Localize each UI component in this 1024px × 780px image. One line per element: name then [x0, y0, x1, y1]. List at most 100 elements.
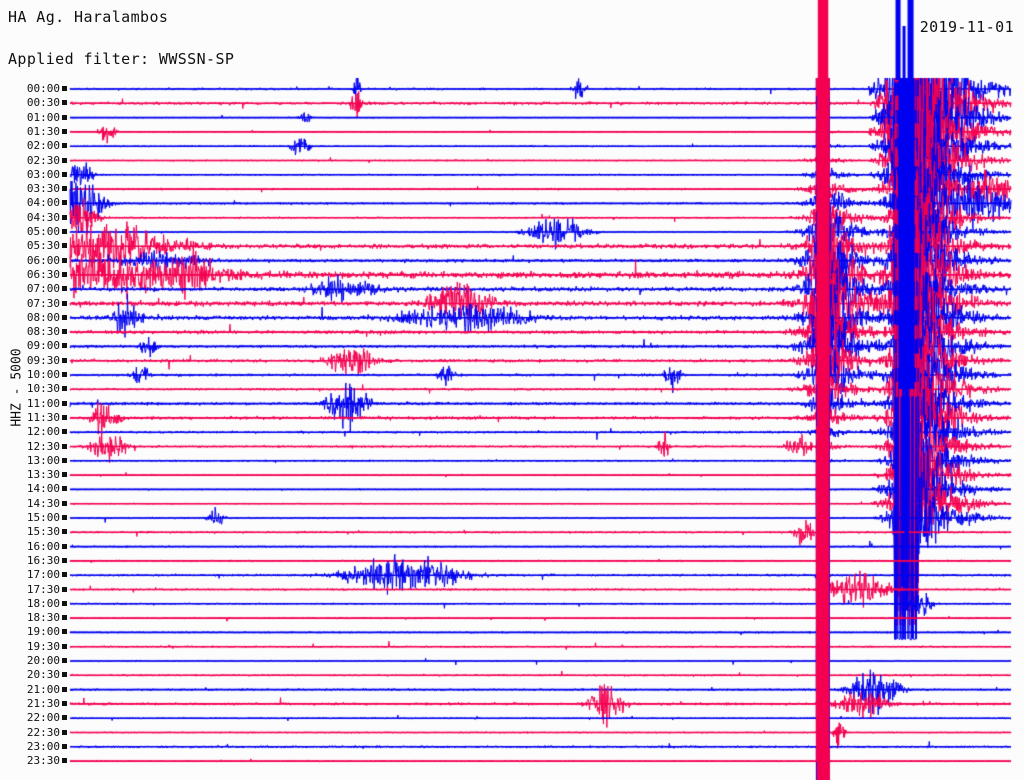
axis-tick: [62, 515, 67, 520]
axis-tick: [62, 114, 67, 120]
axis-tick: [62, 457, 67, 463]
axis-tick: [62, 758, 67, 764]
axis-tick: [62, 500, 67, 506]
time-label: 00:30: [26, 96, 60, 110]
time-label: 14:30: [26, 496, 60, 510]
time-label: 07:00: [26, 282, 60, 296]
time-label: 01:00: [26, 110, 60, 124]
time-label: 23:30: [26, 754, 60, 768]
time-label: 15:30: [26, 525, 60, 539]
time-label: 12:00: [26, 425, 60, 439]
axis-tick: [62, 414, 67, 420]
time-label: 00:00: [26, 82, 60, 95]
time-label: 16:30: [26, 553, 60, 567]
axis-tick: [62, 386, 67, 392]
filter-label: Applied filter: WWSSN-SP: [8, 50, 235, 68]
time-label: 10:30: [26, 382, 60, 396]
time-label: 18:30: [26, 611, 60, 625]
time-label: 21:00: [26, 682, 60, 696]
axis-tick: [62, 300, 67, 306]
axis-tick: [62, 200, 67, 206]
axis-tick: [62, 86, 67, 91]
time-label: 14:00: [26, 482, 60, 496]
time-label: 07:30: [26, 296, 60, 310]
page-title: HA Ag. Haralambos: [8, 8, 169, 26]
axis-tick: [62, 615, 67, 621]
time-label: 21:30: [26, 696, 60, 710]
time-label: 06:30: [26, 267, 60, 281]
axis-tick: [62, 271, 67, 277]
time-label: 11:30: [26, 410, 60, 424]
axis-tick: [62, 658, 67, 663]
axis-tick: [62, 171, 67, 177]
axis-tick: [62, 157, 67, 163]
time-label: 17:30: [26, 582, 60, 596]
time-label: 22:30: [26, 725, 60, 739]
axis-tick: [62, 600, 67, 606]
axis-tick: [62, 100, 67, 106]
axis-tick: [62, 400, 67, 406]
axis-tick: [62, 700, 67, 706]
time-label: 18:00: [26, 596, 60, 610]
axis-tick: [62, 329, 67, 335]
time-label: 04:30: [26, 210, 60, 224]
time-label: 12:30: [26, 439, 60, 453]
axis-tick: [62, 257, 67, 263]
time-label: 20:30: [26, 668, 60, 682]
time-label: 01:30: [26, 124, 60, 138]
time-label: 17:00: [26, 568, 60, 582]
time-label: 04:00: [26, 196, 60, 210]
time-label: 09:00: [26, 339, 60, 353]
axis-tick: [62, 443, 67, 449]
axis-tick: [62, 543, 67, 549]
axis-tick: [62, 529, 67, 535]
axis-tick: [62, 743, 67, 749]
axis-tick: [62, 629, 67, 635]
axis-tick: [62, 572, 67, 578]
time-label: 09:30: [26, 353, 60, 367]
time-label: 03:00: [26, 167, 60, 181]
axis-tick: [62, 686, 67, 692]
time-label: 05:00: [26, 225, 60, 238]
time-label: 08:00: [26, 310, 60, 324]
axis-tick: [62, 314, 67, 320]
time-label: 02:30: [26, 153, 60, 167]
axis-tick: [62, 286, 67, 292]
axis-tick: [62, 229, 67, 234]
axis-tick: [62, 672, 67, 678]
axis-tick: [62, 343, 67, 349]
axis-tick: [62, 557, 67, 563]
time-label: 13:30: [26, 468, 60, 482]
time-label: 13:00: [26, 453, 60, 467]
axis-tick: [62, 372, 67, 377]
axis-tick: [62, 357, 67, 363]
time-label: 11:00: [26, 396, 60, 410]
axis-tick: [62, 643, 67, 649]
time-label: 23:00: [26, 739, 60, 753]
time-label: 15:00: [26, 511, 60, 524]
time-label: 16:00: [26, 539, 60, 553]
axis-tick: [62, 186, 67, 192]
time-label: 20:00: [26, 654, 60, 667]
time-label: 22:00: [26, 711, 60, 725]
time-label: 08:30: [26, 325, 60, 339]
axis-tick: [62, 214, 67, 220]
axis-tick: [62, 715, 67, 721]
time-label: 02:00: [26, 139, 60, 153]
time-label: 06:00: [26, 253, 60, 267]
axis-tick: [62, 243, 67, 249]
axis-tick: [62, 128, 67, 134]
date-label: 2019-11-01: [919, 18, 1014, 36]
time-label: 19:00: [26, 625, 60, 639]
time-label: 03:30: [26, 182, 60, 196]
axis-tick: [62, 143, 67, 149]
y-axis-label: HHZ - 5000: [9, 348, 25, 427]
axis-tick: [62, 429, 67, 435]
axis-tick: [62, 486, 67, 492]
time-label: 05:30: [26, 239, 60, 253]
time-label: 10:00: [26, 368, 60, 381]
axis-tick: [62, 472, 67, 478]
axis-tick: [62, 729, 67, 735]
time-label: 19:30: [26, 639, 60, 653]
